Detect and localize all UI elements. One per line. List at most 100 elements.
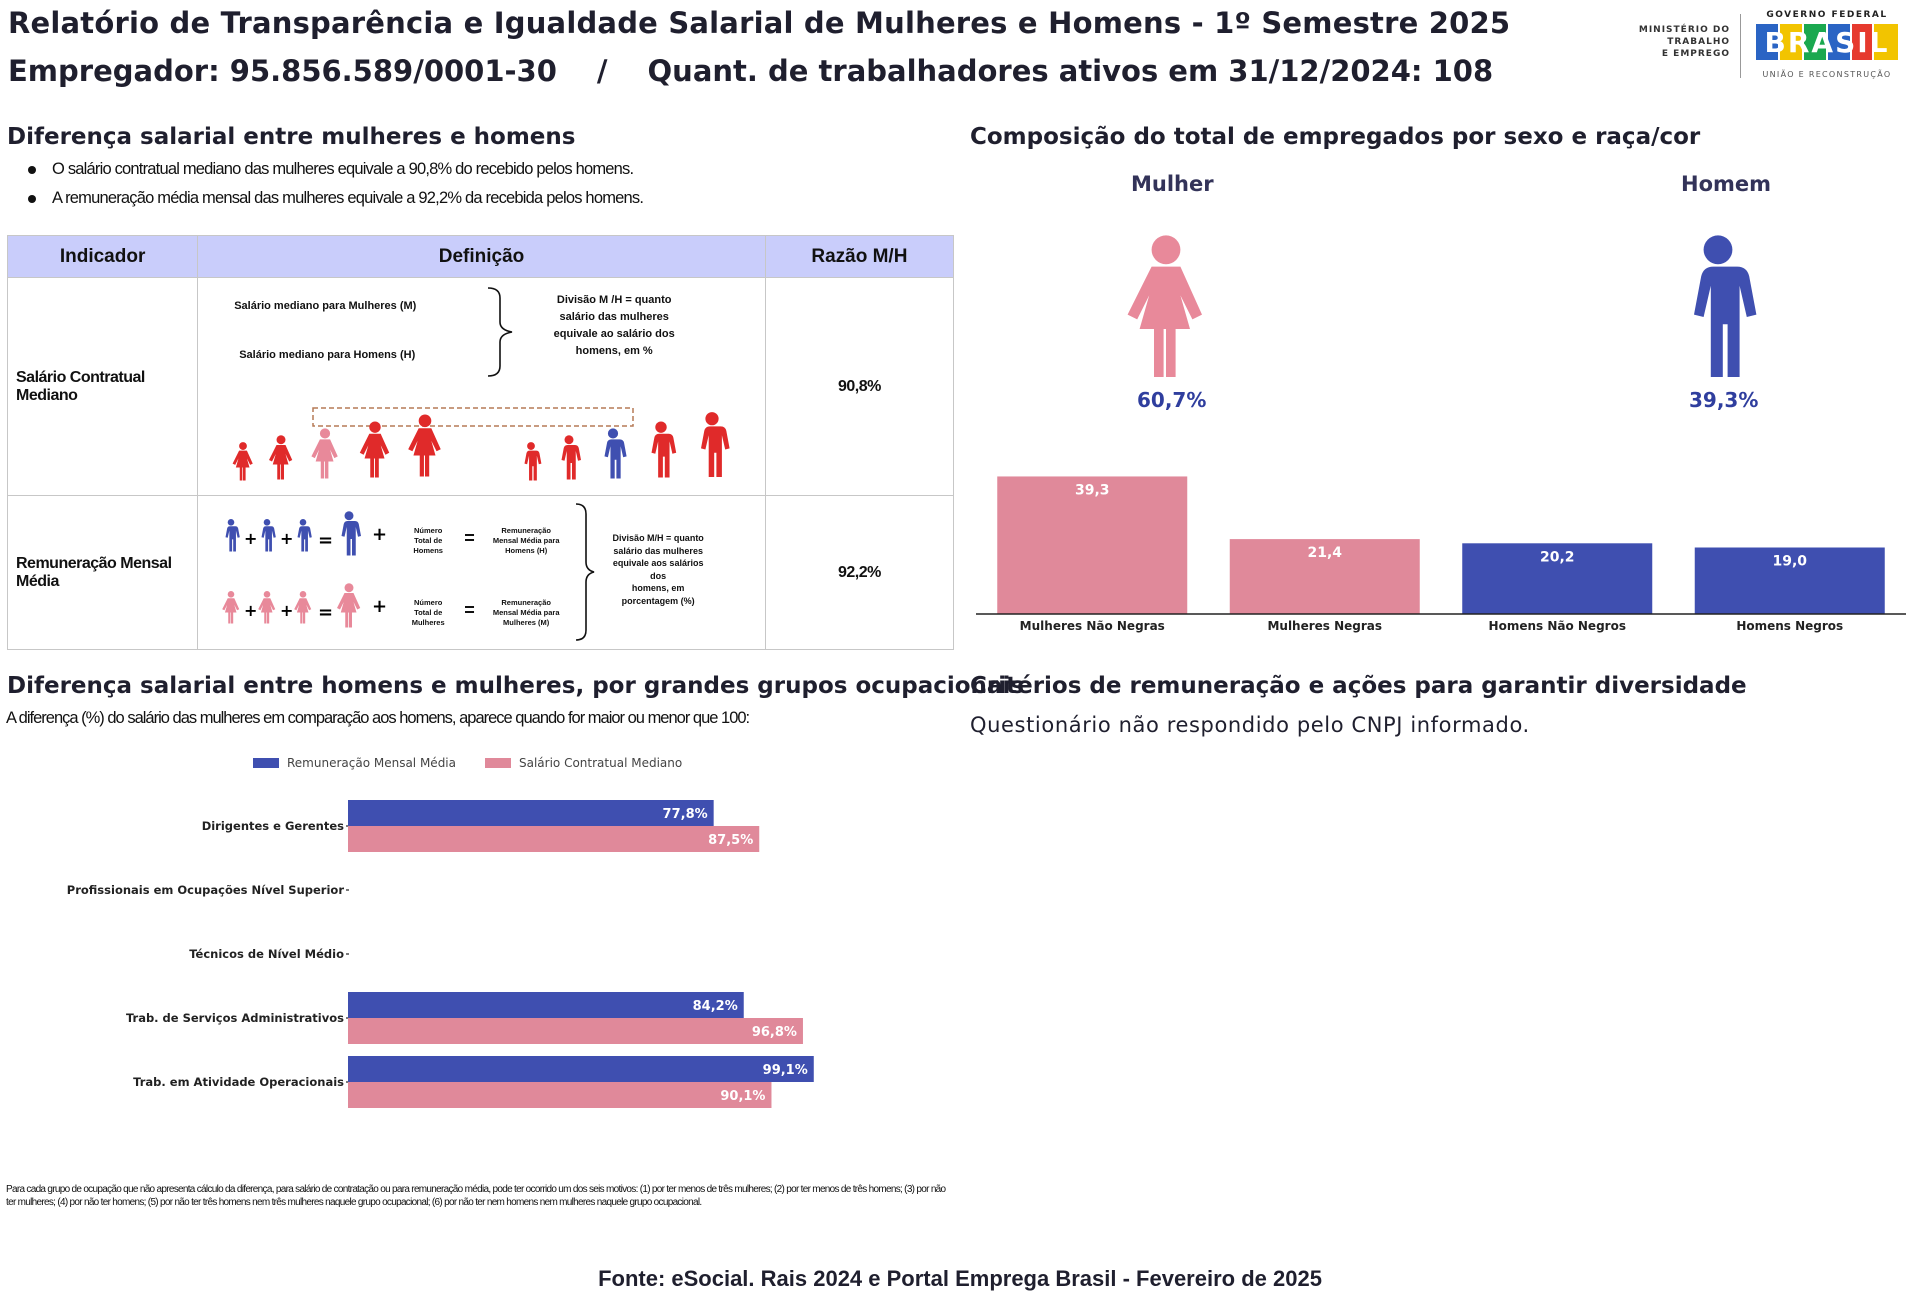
woman-icon (408, 414, 441, 477)
woman-icon (359, 421, 390, 478)
ratio-value: 92,2% (764, 495, 955, 650)
bar (1694, 547, 1885, 614)
legend-label: Salário Contratual Mediano (519, 756, 682, 770)
bullet-item: O salário contratual mediano das mulhere… (24, 160, 643, 179)
bar-value-label: 99,1% (763, 1063, 808, 1078)
svg-text:+: + (372, 524, 387, 545)
indicator-label: Remuneração Mensal Média (6, 495, 199, 650)
bar (348, 1018, 803, 1044)
male-label: Homem (1681, 172, 1772, 196)
equals-icon: = (464, 600, 475, 620)
equals-icon: = (464, 528, 475, 548)
label-line: Homens (H) (505, 546, 548, 555)
brace-icon (488, 287, 513, 377)
separator: / (596, 54, 608, 88)
label-line: Homens (413, 546, 443, 555)
bar (348, 992, 744, 1018)
bar-value-label: 84,2% (693, 999, 738, 1014)
bar (348, 826, 760, 852)
source-line: Fonte: eSocial. Rais 2024 e Portal Empre… (598, 1266, 1322, 1291)
bar-value-label: 21,4 (1307, 545, 1342, 561)
definition-cell: + + = + + + = + Número (197, 495, 766, 650)
label-line: Número (414, 526, 443, 535)
footnote: Para cada grupo de ocupação que não apre… (6, 1184, 946, 1208)
svg-text:=: = (318, 602, 333, 623)
header-definition: Definição (197, 235, 766, 278)
man-icon (604, 428, 627, 479)
category-label: Mulheres Não Negras (1020, 619, 1165, 633)
gov-bottom-label: UNIÃO E RECONSTRUÇÃO (1762, 70, 1892, 79)
rem-men-label: Remuneração Mensal Média para Homens (H) (480, 526, 572, 556)
category-label: Trab. em Atividade Operacionais (133, 1075, 344, 1089)
def-line: salário das mulheres (559, 311, 669, 323)
label-line: Total de (414, 536, 443, 545)
brasil-wordmark: BRASIL (1765, 26, 1890, 59)
bar-value-label: 77,8% (663, 807, 708, 822)
category-label: Homens Negros (1736, 619, 1843, 633)
def-line: homens, em % (575, 345, 653, 357)
man-icon (261, 519, 276, 552)
category-label: Dirigentes e Gerentes (202, 819, 344, 833)
composition-title: Composição do total de empregados por se… (970, 124, 1701, 150)
legend-swatch (485, 758, 511, 768)
def-line: porcentagem (%) (621, 595, 695, 606)
def-women-median: Salário mediano para Mulheres (M) (234, 300, 417, 312)
woman-icon (269, 435, 293, 480)
woman-icon (258, 591, 276, 624)
category-label: Profissionais em Ocupações Nível Superio… (67, 883, 345, 897)
header-indicator: Indicador (6, 235, 199, 278)
label-line: Mensal Média para (492, 608, 560, 617)
race-sex-bar-chart: 39,3 21,4 20,2 19,0 Mulheres Não Negras Mulh… (976, 476, 1906, 633)
legend-swatch (253, 758, 279, 768)
criteria-text: Questionário não respondido pelo CNPJ in… (970, 713, 1530, 737)
bar-value-label: 87,5% (708, 833, 753, 848)
table-row: Remuneração Mensal Média + + = + + + (6, 495, 955, 650)
man-icon (651, 421, 677, 478)
def-line: Divisão M /H = quanto (556, 294, 672, 306)
woman-icon (1127, 235, 1202, 377)
woman-icon (294, 591, 312, 624)
bar (997, 476, 1188, 614)
ministry-line: MINISTÉRIO DO (1638, 25, 1730, 35)
occupational-bar-chart: Remuneração Mensal Média Salário Contratu… (67, 756, 814, 1108)
definition-cell: Salário mediano para Mulheres (M) Salári… (197, 277, 766, 496)
criteria-title: Critérios de remuneração e ações para ga… (970, 673, 1747, 699)
woman-icon (222, 591, 240, 624)
ratio-value: 90,8% (764, 277, 955, 496)
bar (348, 1082, 772, 1108)
svg-text:+: + (244, 529, 257, 548)
man-icon (561, 435, 582, 480)
bar-value-label: 20,2 (1540, 549, 1575, 565)
def-line: equivale aos salários (612, 558, 704, 568)
bar-value-label: 90,1% (720, 1089, 765, 1104)
label-line: Remuneração (501, 598, 551, 607)
employer-line: Empregador: 95.856.589/0001-30 / Quant. de… (8, 54, 1493, 88)
total-women-label: Número Total de Mulheres (408, 598, 448, 628)
ministry-line: TRABALHO (1667, 37, 1730, 47)
median-highlight-box (312, 407, 634, 427)
legend-label: Remuneração Mensal Média (287, 756, 456, 770)
bar (348, 800, 714, 826)
table-row: Salário Contratual Mediano Salário media… (6, 277, 955, 496)
logo-divider (1740, 14, 1741, 78)
report-title: Relatório de Transparência e Igualdade S… (8, 6, 1511, 40)
label-line: Mulheres (M) (503, 618, 550, 627)
def-line: equivale ao salário dos (553, 328, 675, 340)
def-division-text: Divisão M /H = quanto salário das mulher… (544, 292, 684, 360)
sum-people-illustration: + + = + + + = + (222, 511, 387, 628)
ministry-logo: MINISTÉRIO DO TRABALHO E EMPREGO (1620, 24, 1730, 60)
bar (1229, 539, 1420, 614)
svg-text:+: + (372, 596, 387, 617)
label-line: Número (414, 598, 443, 607)
def-line: salário das mulheres (613, 545, 703, 556)
man-icon (341, 511, 362, 556)
svg-text:=: = (318, 530, 333, 551)
label-line: Mensal Média para (492, 536, 560, 545)
category-label: Técnicos de Nível Médio (189, 947, 344, 961)
woman-icon (311, 428, 338, 479)
bar-value-label: 19,0 (1772, 554, 1807, 570)
median-people-illustration (232, 407, 730, 481)
woman-icon (337, 583, 361, 628)
man-icon (225, 519, 240, 552)
man-icon (297, 519, 312, 552)
